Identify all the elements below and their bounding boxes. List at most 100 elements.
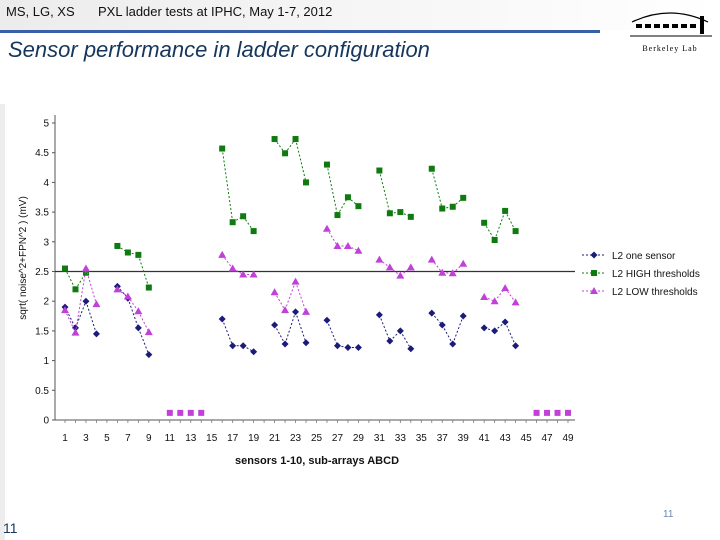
- header-divider: [0, 30, 600, 33]
- x-tick-label: 23: [290, 433, 302, 444]
- x-tick-label: 29: [353, 433, 365, 444]
- series-line-l2-one-sensor: [284, 311, 297, 345]
- point-l2-low-thresholds: [228, 264, 237, 272]
- point-l2-one-sensor: [302, 339, 310, 347]
- x-tick-label: 11: [165, 433, 176, 444]
- series-line-l2-high-thresholds: [326, 164, 338, 216]
- point-l2-low-thresholds: [81, 264, 90, 272]
- series-line-l2-low-thresholds: [295, 281, 307, 313]
- point-l2-high-thresholds: [62, 265, 68, 272]
- point-l2-one-sensor: [480, 324, 488, 332]
- point-l2-high-thresholds: [481, 219, 488, 226]
- point-l2-high-thresholds: [344, 194, 351, 201]
- x-tick-label: 27: [332, 433, 344, 444]
- point-l2-one-sensor: [271, 321, 279, 329]
- point-l2-high-thresholds: [219, 145, 226, 152]
- point-l2-one-sensor: [501, 318, 509, 326]
- point-l2-one-sensor: [386, 337, 394, 345]
- series-line-l2-one-sensor: [431, 312, 443, 326]
- series-line-l2-one-sensor: [441, 324, 454, 345]
- point-noise-only: [533, 409, 540, 416]
- point-l2-high-thresholds: [303, 179, 310, 186]
- chart-legend: L2 one sensor L2 HIGH thresholds L2 LOW th…: [582, 251, 700, 298]
- point-l2-high-thresholds: [72, 286, 79, 293]
- point-l2-low-thresholds: [144, 328, 153, 336]
- y-tick-label: 0.5: [35, 386, 49, 397]
- point-l2-one-sensor: [449, 340, 457, 348]
- series-line-l2-one-sensor: [452, 315, 464, 345]
- point-noise-only: [187, 409, 194, 416]
- y-tick-label: 5: [43, 119, 49, 130]
- x-tick-label: 43: [500, 433, 512, 444]
- series-line-l2-low-thresholds: [85, 268, 97, 305]
- point-l2-low-thresholds: [427, 255, 436, 263]
- point-l2-low-thresholds: [343, 241, 352, 249]
- header-bar: [0, 0, 720, 30]
- point-l2-one-sensor: [323, 316, 331, 324]
- x-tick-label: 33: [395, 433, 407, 444]
- x-tick-label: 31: [374, 433, 386, 444]
- point-l2-high-thresholds: [449, 203, 456, 210]
- point-l2-low-thresholds: [270, 288, 279, 296]
- page-number: 11: [3, 520, 18, 536]
- series-line-l2-high-thresholds: [242, 215, 255, 232]
- series-line-l2-one-sensor: [504, 321, 517, 346]
- x-tick-label: 5: [104, 433, 110, 444]
- series-line-l2-one-sensor: [127, 298, 139, 329]
- point-l2-one-sensor: [459, 312, 467, 320]
- point-l2-high-thresholds: [271, 136, 278, 143]
- y-tick-label: 2: [43, 297, 49, 308]
- point-l2-one-sensor: [491, 327, 499, 335]
- point-l2-high-thresholds: [334, 212, 341, 219]
- point-l2-one-sensor: [239, 342, 247, 350]
- slide-title: Sensor performance in ladder configurati…: [8, 37, 430, 62]
- y-tick-label: 1: [43, 356, 49, 367]
- point-l2-one-sensor: [428, 309, 436, 317]
- series-line-l2-low-thresholds: [284, 281, 297, 311]
- point-l2-high-thresholds: [428, 165, 435, 172]
- authors-label: MS, LG, XS: [6, 4, 75, 19]
- point-noise-only: [198, 409, 205, 416]
- point-l2-high-thresholds: [114, 242, 121, 249]
- x-tick-label: 25: [311, 433, 323, 444]
- point-l2-high-thresholds: [250, 228, 257, 235]
- legend-label-l2-high-thresholds: L2 HIGH thresholds: [612, 269, 700, 280]
- point-l2-high-thresholds: [491, 237, 498, 244]
- series-line-l2-one-sensor: [137, 327, 150, 355]
- series-line-l2-high-thresholds: [137, 254, 150, 288]
- point-l2-low-thresholds: [333, 241, 342, 249]
- series-line-l2-high-thresholds: [274, 138, 286, 154]
- series-line-l2-one-sensor: [85, 301, 97, 335]
- y-tick-label: 3.5: [35, 208, 49, 219]
- series-line-l2-low-thresholds: [64, 309, 76, 333]
- legend-marker-l2-one-sensor: [590, 251, 598, 259]
- point-l2-low-thresholds: [448, 269, 457, 277]
- y-tick-label: 2.5: [35, 267, 49, 278]
- point-l2-one-sensor: [407, 345, 415, 353]
- left-accent-bar: [0, 104, 5, 540]
- point-l2-one-sensor: [396, 327, 404, 335]
- point-l2-low-thresholds: [281, 306, 290, 314]
- point-l2-low-thresholds: [123, 292, 132, 300]
- series-line-l2-low-thresholds: [274, 292, 286, 311]
- point-l2-high-thresholds: [355, 203, 362, 210]
- point-l2-low-thresholds: [249, 270, 258, 278]
- point-l2-low-thresholds: [113, 285, 122, 293]
- point-l2-high-thresholds: [460, 194, 467, 201]
- point-l2-low-thresholds: [511, 298, 520, 306]
- point-l2-low-thresholds: [354, 246, 363, 254]
- point-l2-low-thresholds: [396, 271, 405, 279]
- series-line-l2-low-thresholds: [127, 296, 139, 312]
- point-l2-one-sensor: [82, 297, 90, 305]
- point-l2-one-sensor: [92, 330, 100, 338]
- x-tick-label: 47: [541, 433, 553, 444]
- x-tick-label: 45: [521, 433, 533, 444]
- series-line-l2-low-thresholds: [326, 228, 338, 247]
- point-l2-high-thresholds: [240, 213, 247, 220]
- point-l2-one-sensor: [344, 344, 352, 352]
- point-l2-high-thresholds: [323, 161, 330, 168]
- x-tick-label: 39: [458, 433, 470, 444]
- point-l2-low-thresholds: [71, 328, 80, 336]
- point-l2-low-thresholds: [490, 297, 499, 305]
- x-tick-label: 37: [437, 433, 449, 444]
